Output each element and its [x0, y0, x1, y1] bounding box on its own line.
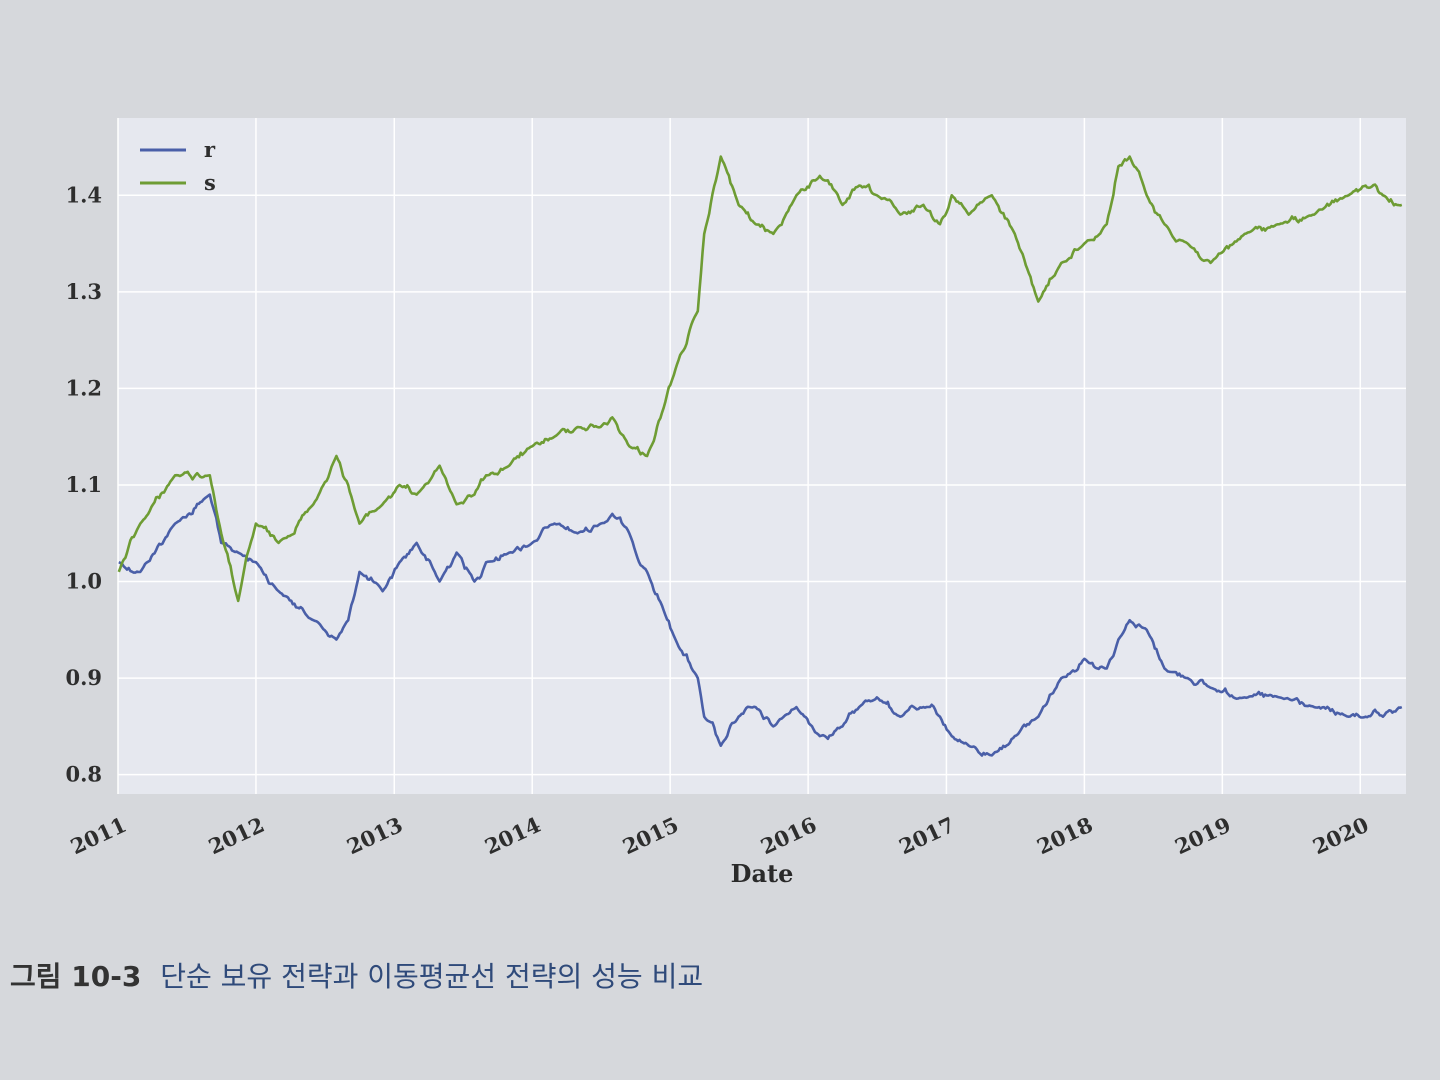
y-tick-label: 1.0 [65, 569, 102, 594]
y-tick-label: 1.1 [65, 472, 102, 497]
y-tick-label: 0.9 [65, 665, 102, 690]
x-tick-label: 2015 [619, 812, 683, 859]
y-tick-label: 0.8 [65, 762, 102, 787]
legend: r s [140, 137, 216, 195]
x-tick-label: 2011 [67, 812, 131, 859]
figure-caption-text: 단순 보유 전략과 이동평균선 전략의 성능 비교 [160, 960, 704, 993]
series-line-s [117, 155, 1403, 603]
plot-area [118, 118, 1406, 794]
figure-caption: 그림 10-3 단순 보유 전략과 이동평균선 전략의 성능 비교 [10, 955, 703, 995]
legend-label-r: r [204, 137, 216, 162]
x-tick-label: 2017 [895, 812, 959, 859]
x-tick-label: 2013 [343, 812, 407, 859]
y-tick-label: 1.4 [65, 182, 102, 207]
y-tick-label: 1.2 [65, 375, 102, 400]
y-tick-label: 1.3 [65, 279, 102, 304]
x-tick-label: 2012 [205, 812, 269, 859]
x-tick-label: 2020 [1309, 812, 1373, 859]
x-tick-label: 2014 [481, 812, 545, 859]
series-line-r [118, 493, 1403, 757]
figure-number: 그림 10-3 [10, 960, 142, 993]
x-tick-label: 2016 [757, 812, 821, 859]
series-lines [117, 155, 1403, 757]
y-tick-labels: 0.8 0.9 1.0 1.1 1.2 1.3 1.4 [65, 182, 102, 786]
grid-lines [117, 118, 1406, 794]
legend-label-s: s [204, 170, 216, 195]
x-tick-label: 2019 [1171, 812, 1235, 859]
x-tick-labels: 2011 2012 2013 2014 2015 2016 2017 2018 2019 2020 [67, 812, 1373, 859]
x-axis-title: Date [731, 859, 794, 888]
x-tick-label: 2018 [1033, 812, 1097, 859]
